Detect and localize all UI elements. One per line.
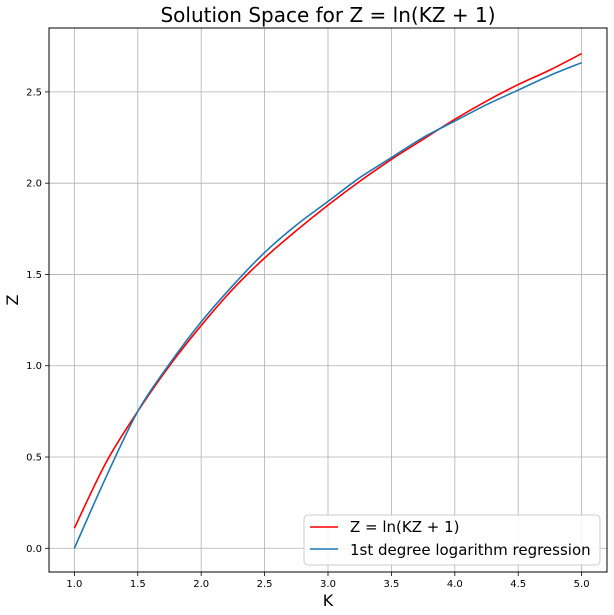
y-tick-label: 0.0 [26,544,42,555]
legend-box [303,514,601,566]
x-axis: 1.0 1.5 2.0 2.5 3.0 3.5 4.0 4.5 5.0 [66,572,590,590]
y-tick-label: 2.5 [26,87,42,98]
x-tick-label: 2.5 [257,579,273,590]
legend-label-series-2: 1st degree logarithm regression [350,541,591,559]
y-axis-label: Z [3,294,22,305]
legend-label-series-1: Z = ln(KZ + 1) [350,518,460,536]
legend: Z = ln(KZ + 1) 1st degree logarithm regr… [303,514,601,566]
x-tick-label: 4.5 [510,579,526,590]
series-group [73,52,583,549]
x-tick-label: 4.0 [447,579,463,590]
y-tick-label: 1.5 [26,270,42,281]
series-line-2 [73,61,582,549]
x-tick-label: 3.0 [320,579,336,590]
y-tick-label: 1.0 [26,361,42,372]
x-tick-label: 3.5 [383,579,399,590]
x-axis-label: K [323,591,334,610]
y-tick-label: 0.5 [26,452,42,463]
y-tick-label: 2.0 [26,179,42,190]
series-line-1 [73,52,583,529]
x-tick-label: 1.0 [66,579,82,590]
chart-title: Solution Space for Z = ln(KZ + 1) [160,3,495,27]
x-tick-label: 5.0 [574,579,590,590]
x-tick-label: 2.0 [193,579,209,590]
y-axis: 0.0 0.5 1.0 1.5 2.0 2.5 [26,87,49,555]
x-tick-label: 1.5 [130,579,146,590]
